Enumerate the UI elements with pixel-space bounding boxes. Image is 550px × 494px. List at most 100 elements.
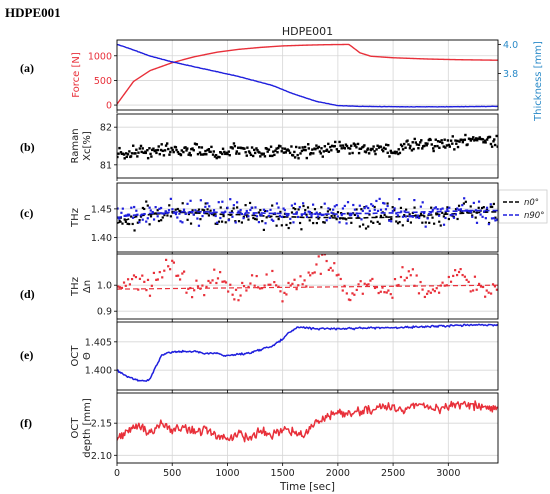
data-point — [370, 220, 373, 223]
data-point — [176, 216, 179, 219]
data-point — [437, 214, 441, 217]
data-point — [369, 279, 372, 282]
data-point — [253, 148, 256, 152]
data-point — [434, 138, 437, 141]
data-point — [174, 212, 178, 216]
data-point — [418, 215, 421, 218]
data-point — [259, 213, 262, 216]
data-point — [196, 285, 200, 288]
y-tick-label: 500 — [94, 76, 112, 87]
data-point — [372, 145, 375, 148]
data-point — [235, 150, 239, 153]
data-point — [323, 202, 326, 205]
data-point — [293, 202, 297, 205]
data-point — [203, 294, 206, 297]
data-point — [382, 201, 385, 205]
data-point — [343, 147, 347, 150]
data-point — [458, 140, 461, 143]
data-point — [300, 214, 303, 217]
data-point — [464, 133, 467, 137]
data-point — [199, 153, 203, 156]
data-point — [330, 211, 333, 214]
data-point — [160, 219, 163, 222]
data-point — [275, 202, 279, 205]
data-point — [226, 206, 229, 209]
data-point — [344, 143, 348, 146]
data-point — [146, 204, 149, 207]
data-point — [345, 218, 348, 221]
data-point — [219, 206, 222, 209]
data-point — [377, 291, 380, 295]
data-point — [261, 220, 264, 223]
data-point — [426, 217, 429, 220]
data-point — [305, 215, 309, 219]
data-point — [307, 210, 310, 213]
data-point — [181, 272, 184, 275]
data-point — [357, 283, 360, 286]
data-point — [455, 273, 459, 277]
data-point — [356, 214, 359, 218]
data-point — [252, 216, 255, 220]
data-point — [196, 217, 199, 220]
data-point — [456, 139, 459, 143]
data-point — [315, 221, 318, 225]
data-point — [291, 154, 295, 157]
data-point — [155, 278, 158, 281]
data-point — [203, 211, 206, 214]
data-point — [285, 223, 288, 227]
data-point — [475, 288, 478, 291]
data-point — [264, 209, 267, 213]
data-point — [303, 279, 306, 282]
data-point — [294, 208, 297, 211]
data-point — [154, 206, 157, 209]
data-point — [290, 204, 294, 207]
data-point — [150, 155, 153, 158]
data-point — [349, 298, 352, 302]
x-tick-label: 1500 — [271, 468, 295, 479]
data-point — [493, 285, 497, 288]
data-point — [366, 147, 370, 150]
data-point — [272, 212, 275, 216]
data-point — [438, 220, 441, 223]
panel-b: 81 82 (b) Raman Xc[%] — [20, 113, 499, 181]
data-point — [442, 145, 445, 148]
data-point — [138, 219, 141, 222]
data-point — [177, 274, 180, 277]
data-point — [494, 216, 497, 219]
data-point — [186, 218, 189, 221]
data-point — [264, 222, 267, 225]
data-point — [194, 209, 197, 212]
x-tick-label: 3000 — [436, 468, 460, 479]
data-point — [357, 151, 361, 155]
data-point — [482, 141, 485, 144]
data-point — [408, 215, 411, 218]
data-point — [135, 209, 138, 212]
data-point — [359, 147, 363, 150]
data-point — [160, 143, 163, 146]
data-point — [138, 277, 142, 280]
data-point — [258, 151, 261, 154]
data-point — [327, 150, 331, 153]
data-point — [276, 151, 279, 154]
data-point — [212, 150, 215, 153]
data-point — [165, 142, 169, 145]
data-point — [313, 208, 317, 211]
data-point — [409, 274, 412, 277]
data-point — [353, 208, 357, 211]
data-point — [397, 148, 400, 151]
data-point — [243, 147, 246, 150]
data-point — [191, 209, 194, 212]
data-point — [484, 141, 487, 144]
data-point — [474, 209, 477, 212]
data-point — [384, 147, 387, 151]
data-point — [427, 290, 430, 293]
data-point — [410, 149, 414, 152]
data-point — [224, 221, 227, 224]
data-point — [375, 285, 379, 289]
data-point — [358, 147, 361, 150]
data-point — [393, 209, 396, 212]
data-point — [471, 214, 474, 217]
data-point — [431, 208, 434, 212]
data-point — [296, 215, 300, 219]
data-point — [348, 147, 352, 150]
